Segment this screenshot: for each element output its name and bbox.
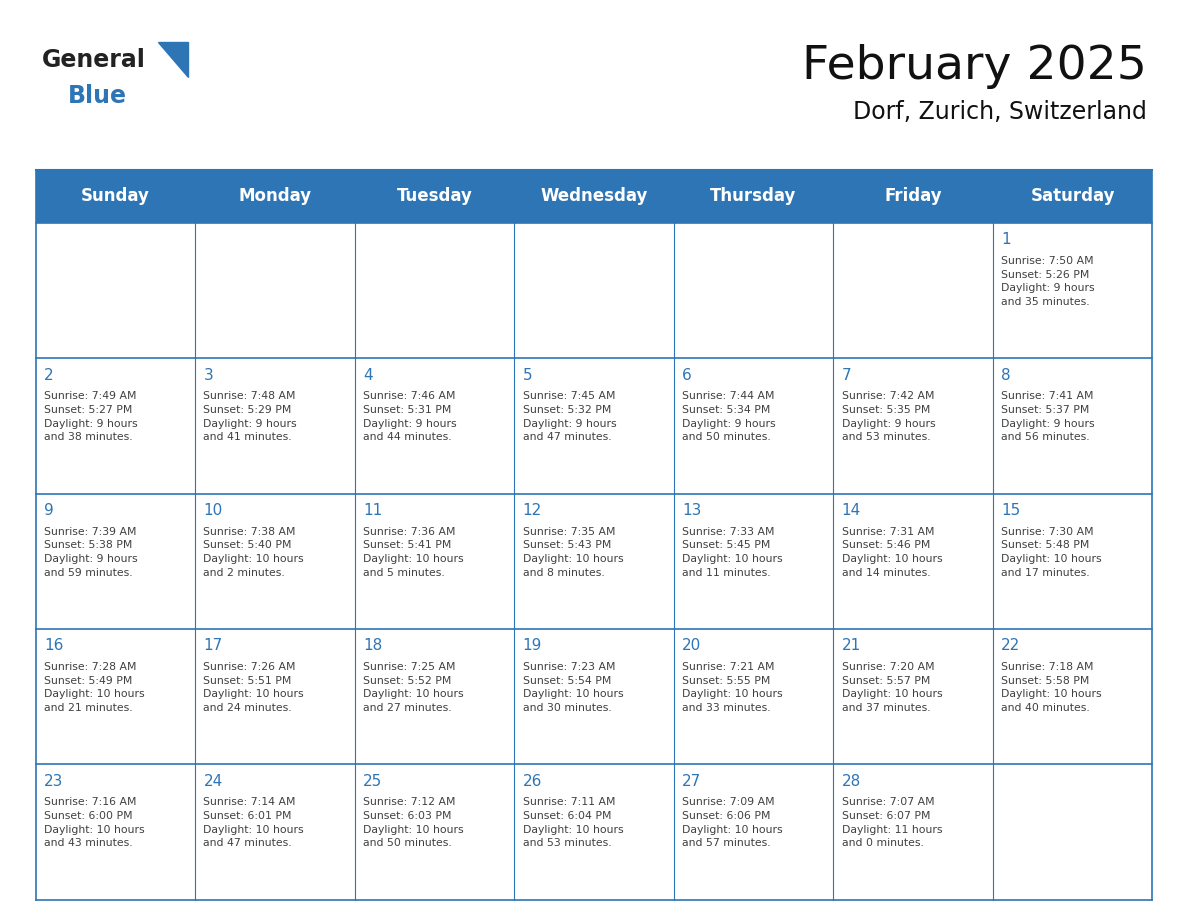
Text: Sunrise: 7:09 AM
Sunset: 6:06 PM
Daylight: 10 hours
and 57 minutes.: Sunrise: 7:09 AM Sunset: 6:06 PM Dayligh… [682, 798, 783, 848]
Text: Sunrise: 7:07 AM
Sunset: 6:07 PM
Daylight: 11 hours
and 0 minutes.: Sunrise: 7:07 AM Sunset: 6:07 PM Dayligh… [841, 798, 942, 848]
Text: Sunrise: 7:33 AM
Sunset: 5:45 PM
Daylight: 10 hours
and 11 minutes.: Sunrise: 7:33 AM Sunset: 5:45 PM Dayligh… [682, 527, 783, 577]
Text: Sunrise: 7:31 AM
Sunset: 5:46 PM
Daylight: 10 hours
and 14 minutes.: Sunrise: 7:31 AM Sunset: 5:46 PM Dayligh… [841, 527, 942, 577]
Text: 20: 20 [682, 638, 701, 654]
Text: 27: 27 [682, 774, 701, 789]
Text: 28: 28 [841, 774, 861, 789]
Text: Sunrise: 7:41 AM
Sunset: 5:37 PM
Daylight: 9 hours
and 56 minutes.: Sunrise: 7:41 AM Sunset: 5:37 PM Dayligh… [1001, 391, 1095, 442]
Text: 3: 3 [203, 367, 213, 383]
Text: Sunrise: 7:46 AM
Sunset: 5:31 PM
Daylight: 9 hours
and 44 minutes.: Sunrise: 7:46 AM Sunset: 5:31 PM Dayligh… [364, 391, 456, 442]
Text: 1: 1 [1001, 232, 1011, 247]
Text: Sunrise: 7:18 AM
Sunset: 5:58 PM
Daylight: 10 hours
and 40 minutes.: Sunrise: 7:18 AM Sunset: 5:58 PM Dayligh… [1001, 662, 1101, 713]
Text: Sunrise: 7:36 AM
Sunset: 5:41 PM
Daylight: 10 hours
and 5 minutes.: Sunrise: 7:36 AM Sunset: 5:41 PM Dayligh… [364, 527, 463, 577]
Text: 5: 5 [523, 367, 532, 383]
Text: Sunday: Sunday [81, 187, 150, 206]
Text: Sunrise: 7:12 AM
Sunset: 6:03 PM
Daylight: 10 hours
and 50 minutes.: Sunrise: 7:12 AM Sunset: 6:03 PM Dayligh… [364, 798, 463, 848]
Text: Sunrise: 7:14 AM
Sunset: 6:01 PM
Daylight: 10 hours
and 47 minutes.: Sunrise: 7:14 AM Sunset: 6:01 PM Dayligh… [203, 798, 304, 848]
Text: 13: 13 [682, 503, 701, 518]
Text: Sunrise: 7:49 AM
Sunset: 5:27 PM
Daylight: 9 hours
and 38 minutes.: Sunrise: 7:49 AM Sunset: 5:27 PM Dayligh… [44, 391, 138, 442]
Text: Dorf, Zurich, Switzerland: Dorf, Zurich, Switzerland [853, 100, 1146, 124]
Text: 9: 9 [44, 503, 53, 518]
Text: February 2025: February 2025 [802, 43, 1146, 89]
Polygon shape [158, 42, 188, 77]
Text: Sunrise: 7:23 AM
Sunset: 5:54 PM
Daylight: 10 hours
and 30 minutes.: Sunrise: 7:23 AM Sunset: 5:54 PM Dayligh… [523, 662, 624, 713]
Text: 11: 11 [364, 503, 383, 518]
Text: Sunrise: 7:42 AM
Sunset: 5:35 PM
Daylight: 9 hours
and 53 minutes.: Sunrise: 7:42 AM Sunset: 5:35 PM Dayligh… [841, 391, 935, 442]
Text: Sunrise: 7:25 AM
Sunset: 5:52 PM
Daylight: 10 hours
and 27 minutes.: Sunrise: 7:25 AM Sunset: 5:52 PM Dayligh… [364, 662, 463, 713]
Text: Saturday: Saturday [1030, 187, 1114, 206]
Text: 8: 8 [1001, 367, 1011, 383]
Text: Sunrise: 7:26 AM
Sunset: 5:51 PM
Daylight: 10 hours
and 24 minutes.: Sunrise: 7:26 AM Sunset: 5:51 PM Dayligh… [203, 662, 304, 713]
Text: Sunrise: 7:45 AM
Sunset: 5:32 PM
Daylight: 9 hours
and 47 minutes.: Sunrise: 7:45 AM Sunset: 5:32 PM Dayligh… [523, 391, 617, 442]
Bar [36, 170, 1152, 223]
Text: 16: 16 [44, 638, 63, 654]
Text: Sunrise: 7:44 AM
Sunset: 5:34 PM
Daylight: 9 hours
and 50 minutes.: Sunrise: 7:44 AM Sunset: 5:34 PM Dayligh… [682, 391, 776, 442]
Text: 21: 21 [841, 638, 861, 654]
Text: Sunrise: 7:28 AM
Sunset: 5:49 PM
Daylight: 10 hours
and 21 minutes.: Sunrise: 7:28 AM Sunset: 5:49 PM Dayligh… [44, 662, 145, 713]
Text: 22: 22 [1001, 638, 1020, 654]
Text: Sunrise: 7:20 AM
Sunset: 5:57 PM
Daylight: 10 hours
and 37 minutes.: Sunrise: 7:20 AM Sunset: 5:57 PM Dayligh… [841, 662, 942, 713]
Text: Sunrise: 7:35 AM
Sunset: 5:43 PM
Daylight: 10 hours
and 8 minutes.: Sunrise: 7:35 AM Sunset: 5:43 PM Dayligh… [523, 527, 624, 577]
Text: 4: 4 [364, 367, 373, 383]
Text: 24: 24 [203, 774, 222, 789]
Text: Tuesday: Tuesday [397, 187, 473, 206]
Text: General: General [42, 48, 145, 72]
Text: 15: 15 [1001, 503, 1020, 518]
Text: Sunrise: 7:48 AM
Sunset: 5:29 PM
Daylight: 9 hours
and 41 minutes.: Sunrise: 7:48 AM Sunset: 5:29 PM Dayligh… [203, 391, 297, 442]
Text: 19: 19 [523, 638, 542, 654]
Text: Blue: Blue [68, 84, 127, 108]
Text: Sunrise: 7:11 AM
Sunset: 6:04 PM
Daylight: 10 hours
and 53 minutes.: Sunrise: 7:11 AM Sunset: 6:04 PM Dayligh… [523, 798, 624, 848]
Text: 25: 25 [364, 774, 383, 789]
Text: 14: 14 [841, 503, 861, 518]
Text: 18: 18 [364, 638, 383, 654]
Text: 6: 6 [682, 367, 691, 383]
Text: Thursday: Thursday [710, 187, 797, 206]
Text: Sunrise: 7:38 AM
Sunset: 5:40 PM
Daylight: 10 hours
and 2 minutes.: Sunrise: 7:38 AM Sunset: 5:40 PM Dayligh… [203, 527, 304, 577]
Text: Friday: Friday [884, 187, 942, 206]
Text: 23: 23 [44, 774, 63, 789]
Text: 17: 17 [203, 638, 222, 654]
Text: Sunrise: 7:21 AM
Sunset: 5:55 PM
Daylight: 10 hours
and 33 minutes.: Sunrise: 7:21 AM Sunset: 5:55 PM Dayligh… [682, 662, 783, 713]
Text: Sunrise: 7:30 AM
Sunset: 5:48 PM
Daylight: 10 hours
and 17 minutes.: Sunrise: 7:30 AM Sunset: 5:48 PM Dayligh… [1001, 527, 1101, 577]
Text: 26: 26 [523, 774, 542, 789]
Text: 2: 2 [44, 367, 53, 383]
Text: Monday: Monday [239, 187, 311, 206]
Text: 7: 7 [841, 367, 852, 383]
Text: 10: 10 [203, 503, 222, 518]
Text: Sunrise: 7:16 AM
Sunset: 6:00 PM
Daylight: 10 hours
and 43 minutes.: Sunrise: 7:16 AM Sunset: 6:00 PM Dayligh… [44, 798, 145, 848]
Text: Sunrise: 7:39 AM
Sunset: 5:38 PM
Daylight: 9 hours
and 59 minutes.: Sunrise: 7:39 AM Sunset: 5:38 PM Dayligh… [44, 527, 138, 577]
Text: Wednesday: Wednesday [541, 187, 647, 206]
Text: Sunrise: 7:50 AM
Sunset: 5:26 PM
Daylight: 9 hours
and 35 minutes.: Sunrise: 7:50 AM Sunset: 5:26 PM Dayligh… [1001, 256, 1095, 307]
Text: 12: 12 [523, 503, 542, 518]
